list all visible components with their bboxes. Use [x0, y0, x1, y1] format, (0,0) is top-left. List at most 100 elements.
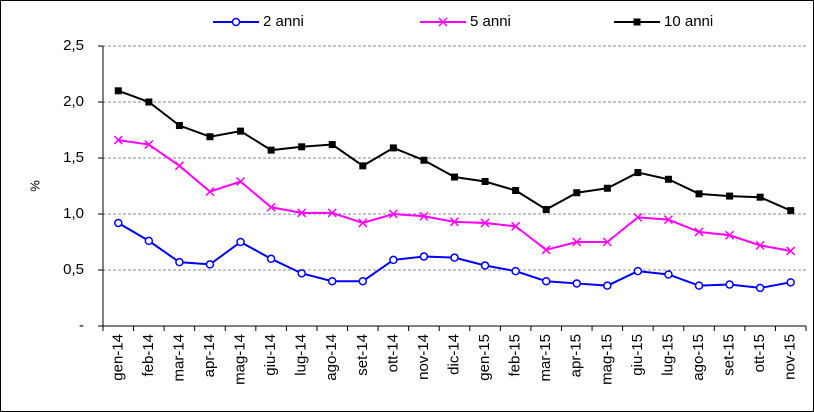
- legend-marker: [231, 17, 241, 27]
- y-tick-label: -: [79, 317, 84, 334]
- data-point: [236, 176, 246, 187]
- data-point: [327, 208, 337, 218]
- data-point: [694, 281, 704, 290]
- x-tick-label: dic-14: [445, 334, 462, 375]
- y-tick-label: 2,0: [63, 93, 84, 110]
- data-point: [664, 270, 673, 279]
- data-point: [388, 209, 398, 219]
- data-point: [205, 187, 215, 197]
- data-point: [174, 161, 184, 171]
- data-point: [664, 175, 672, 183]
- data-point: [603, 184, 611, 192]
- data-point: [633, 266, 643, 276]
- data-point: [787, 207, 795, 215]
- data-point: [602, 237, 612, 247]
- x-tick-label: feb-14: [140, 334, 157, 377]
- data-point: [328, 141, 336, 149]
- data-point: [419, 211, 429, 221]
- data-point: [205, 260, 215, 269]
- x-tick-label: ott-14: [384, 334, 401, 372]
- series-line: [117, 89, 792, 212]
- data-point: [358, 276, 368, 286]
- data-point: [756, 193, 764, 201]
- x-tick-label: mar-15: [537, 334, 554, 382]
- data-point: [786, 278, 795, 287]
- data-point: [389, 255, 398, 265]
- legend-label: 10 anni: [664, 13, 713, 30]
- x-tick-label: ago-14: [323, 334, 340, 381]
- data-point: [144, 140, 154, 150]
- series-line: [118, 139, 791, 252]
- data-point: [572, 237, 582, 247]
- x-tick-label: apr-15: [568, 334, 585, 377]
- x-tick-label: feb-15: [507, 334, 524, 377]
- data-point: [419, 252, 429, 261]
- data-point: [358, 218, 368, 228]
- data-point: [145, 98, 153, 106]
- data-point: [297, 208, 307, 218]
- x-tick-label: mag-15: [598, 334, 615, 385]
- data-point: [267, 146, 275, 154]
- x-tick-label: gen-15: [476, 334, 493, 381]
- data-point: [144, 236, 154, 246]
- data-point: [451, 173, 458, 181]
- data-point: [449, 217, 460, 227]
- x-tick-label: nov-15: [782, 334, 799, 380]
- x-tick-label: set-14: [354, 334, 371, 376]
- data-point: [725, 230, 735, 240]
- data-point: [237, 127, 245, 135]
- x-tick-label: lug-14: [293, 334, 310, 376]
- data-point: [786, 246, 796, 256]
- x-tick-label: giu-14: [262, 334, 279, 376]
- data-point: [542, 206, 550, 214]
- data-point: [206, 133, 214, 141]
- y-tick-label: 0,5: [63, 261, 84, 278]
- data-point: [359, 162, 367, 170]
- data-point: [755, 240, 765, 250]
- data-point: [572, 279, 582, 288]
- data-point: [726, 192, 734, 200]
- data-point: [113, 135, 123, 145]
- x-tick-label: giu-15: [629, 334, 646, 376]
- y-tick-label: 1,0: [63, 205, 84, 222]
- legend-marker: [633, 18, 641, 26]
- x-tick-label: nov-14: [415, 334, 432, 380]
- data-point: [450, 253, 459, 262]
- data-point: [297, 269, 306, 278]
- data-point: [633, 212, 643, 222]
- data-point: [541, 276, 551, 286]
- data-point: [725, 280, 734, 289]
- legend-label: 2 anni: [263, 13, 304, 30]
- data-point: [755, 283, 765, 293]
- x-tick-label: apr-14: [201, 334, 218, 377]
- data-point: [266, 202, 276, 212]
- data-point: [175, 122, 183, 130]
- x-tick-label: gen-14: [109, 334, 126, 381]
- data-point: [634, 169, 642, 177]
- data-point: [114, 218, 123, 228]
- x-tick-label: mag-14: [232, 334, 249, 385]
- data-point: [511, 221, 521, 231]
- data-point: [236, 237, 245, 247]
- data-point: [420, 156, 428, 164]
- y-tick-label: 2,5: [63, 37, 84, 54]
- data-point: [389, 144, 397, 152]
- data-point: [327, 276, 337, 286]
- data-point: [603, 281, 612, 290]
- y-axis-label: %: [27, 180, 42, 192]
- data-point: [298, 143, 306, 151]
- data-point: [481, 178, 489, 186]
- data-point: [175, 257, 184, 267]
- x-tick-label: mar-14: [170, 334, 187, 382]
- data-point: [266, 254, 276, 264]
- data-point: [695, 190, 703, 198]
- x-tick-label: set-15: [721, 334, 738, 376]
- x-tick-label: lug-15: [659, 334, 676, 376]
- legend-label: 5 anni: [470, 13, 511, 30]
- data-point: [114, 87, 122, 95]
- data-point: [541, 245, 551, 255]
- data-point: [694, 227, 704, 237]
- data-point: [480, 218, 490, 228]
- data-point: [512, 186, 520, 194]
